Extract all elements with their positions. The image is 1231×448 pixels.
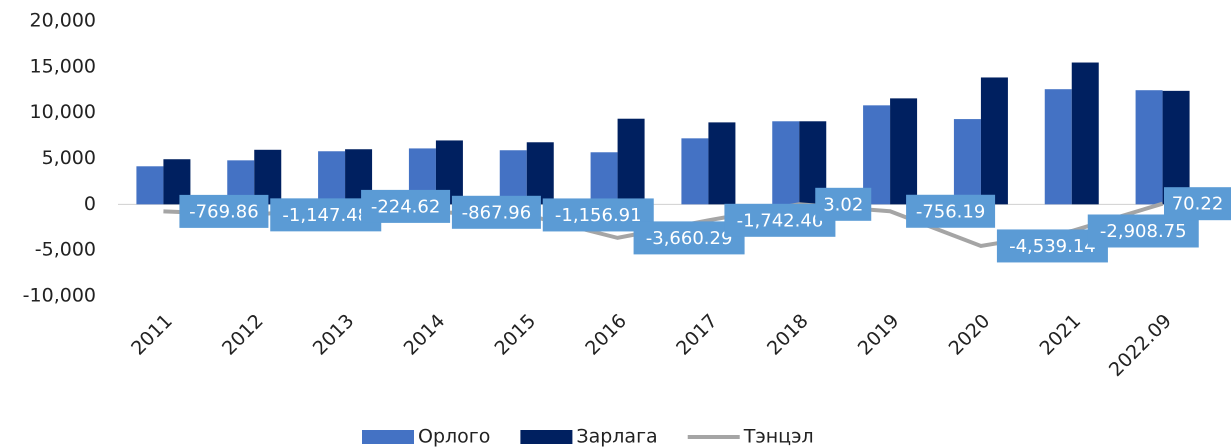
y-tick-label: 0 <box>84 193 96 215</box>
x-tick-label: 2022.09 <box>1105 310 1176 381</box>
bar <box>980 77 1008 205</box>
y-tick-label: 15,000 <box>30 55 96 77</box>
value-label: -1,742.46 <box>737 210 824 231</box>
value-label-box <box>815 187 872 221</box>
bar <box>1135 90 1163 205</box>
value-label-box <box>361 189 451 223</box>
value-label: -867.96 <box>462 202 531 223</box>
y-tick-label: 10,000 <box>30 101 96 123</box>
x-tick-label: 2012 <box>218 310 268 360</box>
value-label: 3.02 <box>823 194 863 215</box>
value-label: -224.62 <box>371 196 440 217</box>
x-tick-label: 2013 <box>309 310 359 360</box>
legend-label: Тэнцэл <box>743 426 814 448</box>
bar <box>953 119 981 205</box>
bar <box>499 150 527 205</box>
bar <box>617 118 645 205</box>
x-tick-label: 2019 <box>854 310 904 360</box>
bar <box>590 152 618 205</box>
legend-label: Орлого <box>418 426 490 448</box>
x-tick-label: 2017 <box>672 310 722 360</box>
bar <box>136 166 164 205</box>
value-label-box <box>906 194 996 228</box>
y-tick-label: -5,000 <box>35 239 96 261</box>
bar <box>526 142 554 205</box>
bar <box>708 122 736 205</box>
y-tick-label: -10,000 <box>23 285 96 307</box>
legend-swatch <box>520 430 573 444</box>
value-label: -1,156.91 <box>555 205 642 226</box>
bar <box>318 151 346 205</box>
bar <box>1162 90 1190 205</box>
x-tick-label: 2011 <box>127 310 177 360</box>
bar <box>1071 62 1099 205</box>
x-tick-label: 2021 <box>1035 310 1085 360</box>
x-tick-label: 2014 <box>400 310 450 360</box>
bar <box>1044 89 1072 205</box>
value-label: -769.86 <box>189 201 258 222</box>
value-label: -2,908.75 <box>1100 221 1187 242</box>
x-tick-label: 2018 <box>763 310 813 360</box>
value-label: -3,660.29 <box>646 228 733 249</box>
x-tick-label: 2015 <box>490 310 540 360</box>
bar <box>681 138 709 205</box>
y-tick-label: 20,000 <box>30 10 96 32</box>
bar <box>772 121 800 205</box>
value-label-box <box>451 195 541 229</box>
value-label-box <box>179 194 269 228</box>
x-tick-label: 2020 <box>945 310 995 360</box>
value-label: 70.22 <box>1172 194 1224 215</box>
value-label-box <box>1164 187 1231 221</box>
x-tick-label: 2016 <box>581 310 631 360</box>
legend-label: Зарлага <box>576 426 657 448</box>
value-label: -4,539.14 <box>1009 236 1096 257</box>
value-label: -1,147.48 <box>282 205 369 226</box>
bar <box>890 98 918 205</box>
value-label: -756.19 <box>916 201 985 222</box>
y-tick-label: 5,000 <box>42 147 96 169</box>
legend-swatch <box>362 430 414 444</box>
